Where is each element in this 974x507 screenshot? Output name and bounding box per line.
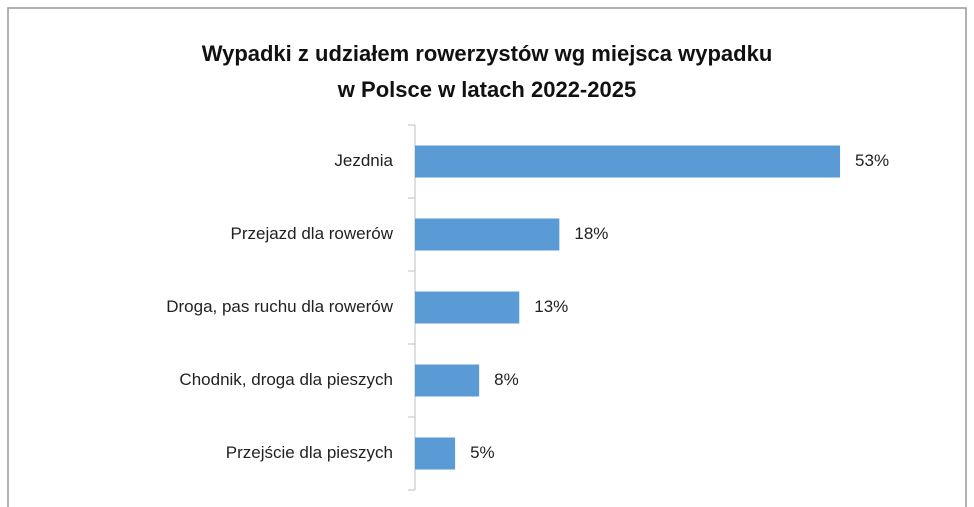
category-label: Droga, pas ruchu dla rowerów — [166, 297, 394, 316]
value-label: 53% — [855, 151, 889, 170]
bar — [415, 364, 480, 397]
bar — [415, 145, 841, 178]
frame — [7, 7, 967, 507]
category-label: Jezdnia — [334, 151, 393, 170]
value-label: 13% — [534, 297, 568, 316]
bar — [415, 218, 560, 251]
category-label: Przejazd dla rowerów — [230, 224, 393, 243]
category-label: Przejście dla pieszych — [226, 443, 393, 462]
chart-title: Wypadki z udziałem rowerzystów wg miejsc… — [201, 41, 773, 102]
category-label: Chodnik, droga dla pieszych — [179, 370, 393, 389]
bar — [415, 437, 456, 470]
bar — [415, 291, 520, 324]
value-label: 18% — [574, 224, 608, 243]
value-label: 5% — [470, 443, 495, 462]
value-label: 8% — [494, 370, 519, 389]
